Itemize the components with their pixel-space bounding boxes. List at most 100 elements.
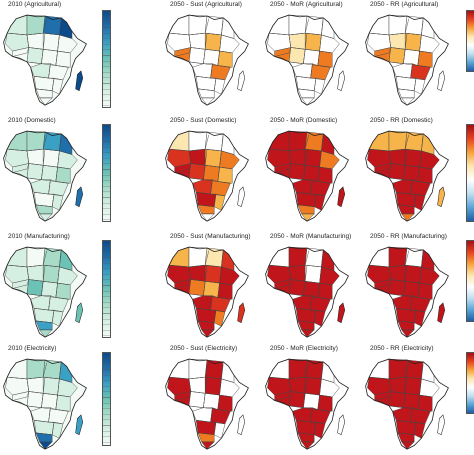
country-region xyxy=(304,376,322,396)
panel-title: 2010 (Domestic) xyxy=(8,117,56,124)
country-region xyxy=(217,166,233,184)
country-region xyxy=(188,279,206,296)
country-region xyxy=(188,148,206,166)
country-region xyxy=(388,148,406,166)
country-region xyxy=(388,264,406,282)
country-region xyxy=(304,32,322,52)
country-border xyxy=(35,422,55,435)
country-border xyxy=(374,279,392,289)
panel-title: 2050 - MoR (Electricity) xyxy=(270,345,338,352)
country-region xyxy=(417,394,433,412)
country-region xyxy=(403,49,420,66)
country-border xyxy=(55,409,69,412)
country-border xyxy=(405,364,424,380)
madagascar xyxy=(437,414,446,436)
continent-outline xyxy=(365,358,449,450)
country-border xyxy=(321,266,335,271)
country-border xyxy=(269,32,292,48)
country-border xyxy=(210,77,226,81)
country-border xyxy=(374,47,392,57)
country-region xyxy=(204,15,224,36)
country-region xyxy=(317,282,333,300)
country-border xyxy=(221,150,235,155)
country-region xyxy=(26,32,44,50)
country-region xyxy=(41,281,58,298)
country-region xyxy=(388,376,406,394)
country-region xyxy=(304,131,324,152)
country-region xyxy=(42,376,60,396)
country-border xyxy=(12,47,30,57)
country-region xyxy=(288,148,306,166)
country-region xyxy=(303,393,320,410)
country-border xyxy=(48,309,64,313)
panel-title: 2050 - RR (Electricity) xyxy=(370,345,434,352)
country-region xyxy=(304,359,324,380)
country-region xyxy=(55,166,71,184)
country-border xyxy=(288,49,306,64)
colorbar xyxy=(102,10,111,108)
country-border xyxy=(59,34,73,39)
country-region xyxy=(304,264,322,284)
country-border xyxy=(188,18,210,36)
country-region xyxy=(41,393,58,410)
madagascar xyxy=(75,70,84,92)
country-border xyxy=(174,163,192,173)
country-border xyxy=(48,421,64,425)
panel-title: 2010 (Agricultural) xyxy=(8,1,62,8)
country-region xyxy=(317,166,333,184)
continent-outline xyxy=(365,246,449,338)
country-region xyxy=(288,14,308,36)
country-border xyxy=(59,150,73,155)
madagascar xyxy=(437,186,446,208)
continent-outline xyxy=(3,358,87,450)
country-border xyxy=(388,281,406,296)
country-region xyxy=(188,358,208,380)
country-region xyxy=(404,32,422,52)
country-border xyxy=(217,409,231,412)
colorbar xyxy=(102,124,111,222)
country-border xyxy=(43,364,62,380)
country-region xyxy=(317,50,333,68)
country-border xyxy=(35,78,55,91)
country-region xyxy=(203,281,220,298)
country-region xyxy=(403,165,420,182)
panel-title: 2050 - MoR (Domestic) xyxy=(270,117,338,124)
colorbar xyxy=(102,352,111,446)
country-border xyxy=(190,265,208,282)
continent-outline xyxy=(3,246,87,338)
country-border xyxy=(310,421,326,425)
country-border xyxy=(188,250,210,268)
colorbar xyxy=(466,240,474,322)
country-border xyxy=(26,165,44,180)
country-border xyxy=(403,395,420,410)
country-border xyxy=(274,279,292,289)
country-border xyxy=(305,364,324,380)
panel-title: 2010 (Manufacturing) xyxy=(8,233,70,240)
country-border xyxy=(419,394,433,398)
country-region xyxy=(26,264,44,282)
country-region xyxy=(204,148,222,168)
country-border xyxy=(274,391,292,401)
country-region xyxy=(388,32,406,50)
country-border xyxy=(57,282,71,286)
country-region xyxy=(404,131,424,152)
country-region xyxy=(217,50,233,68)
country-region xyxy=(417,166,433,184)
panel-title: 2010 (Electricity) xyxy=(8,345,57,352)
africa-map xyxy=(165,130,249,222)
country-border xyxy=(188,134,210,152)
country-region xyxy=(26,358,46,380)
madagascar xyxy=(337,414,346,436)
country-border xyxy=(397,310,417,323)
country-border xyxy=(174,391,192,401)
country-border xyxy=(197,78,217,91)
country-region xyxy=(203,49,220,66)
country-border xyxy=(417,409,431,412)
country-border xyxy=(317,297,331,300)
country-border xyxy=(210,193,226,197)
africa-map xyxy=(3,358,87,450)
country-region xyxy=(303,165,320,182)
country-region xyxy=(188,14,208,36)
country-region xyxy=(404,376,422,396)
country-region xyxy=(188,391,206,408)
